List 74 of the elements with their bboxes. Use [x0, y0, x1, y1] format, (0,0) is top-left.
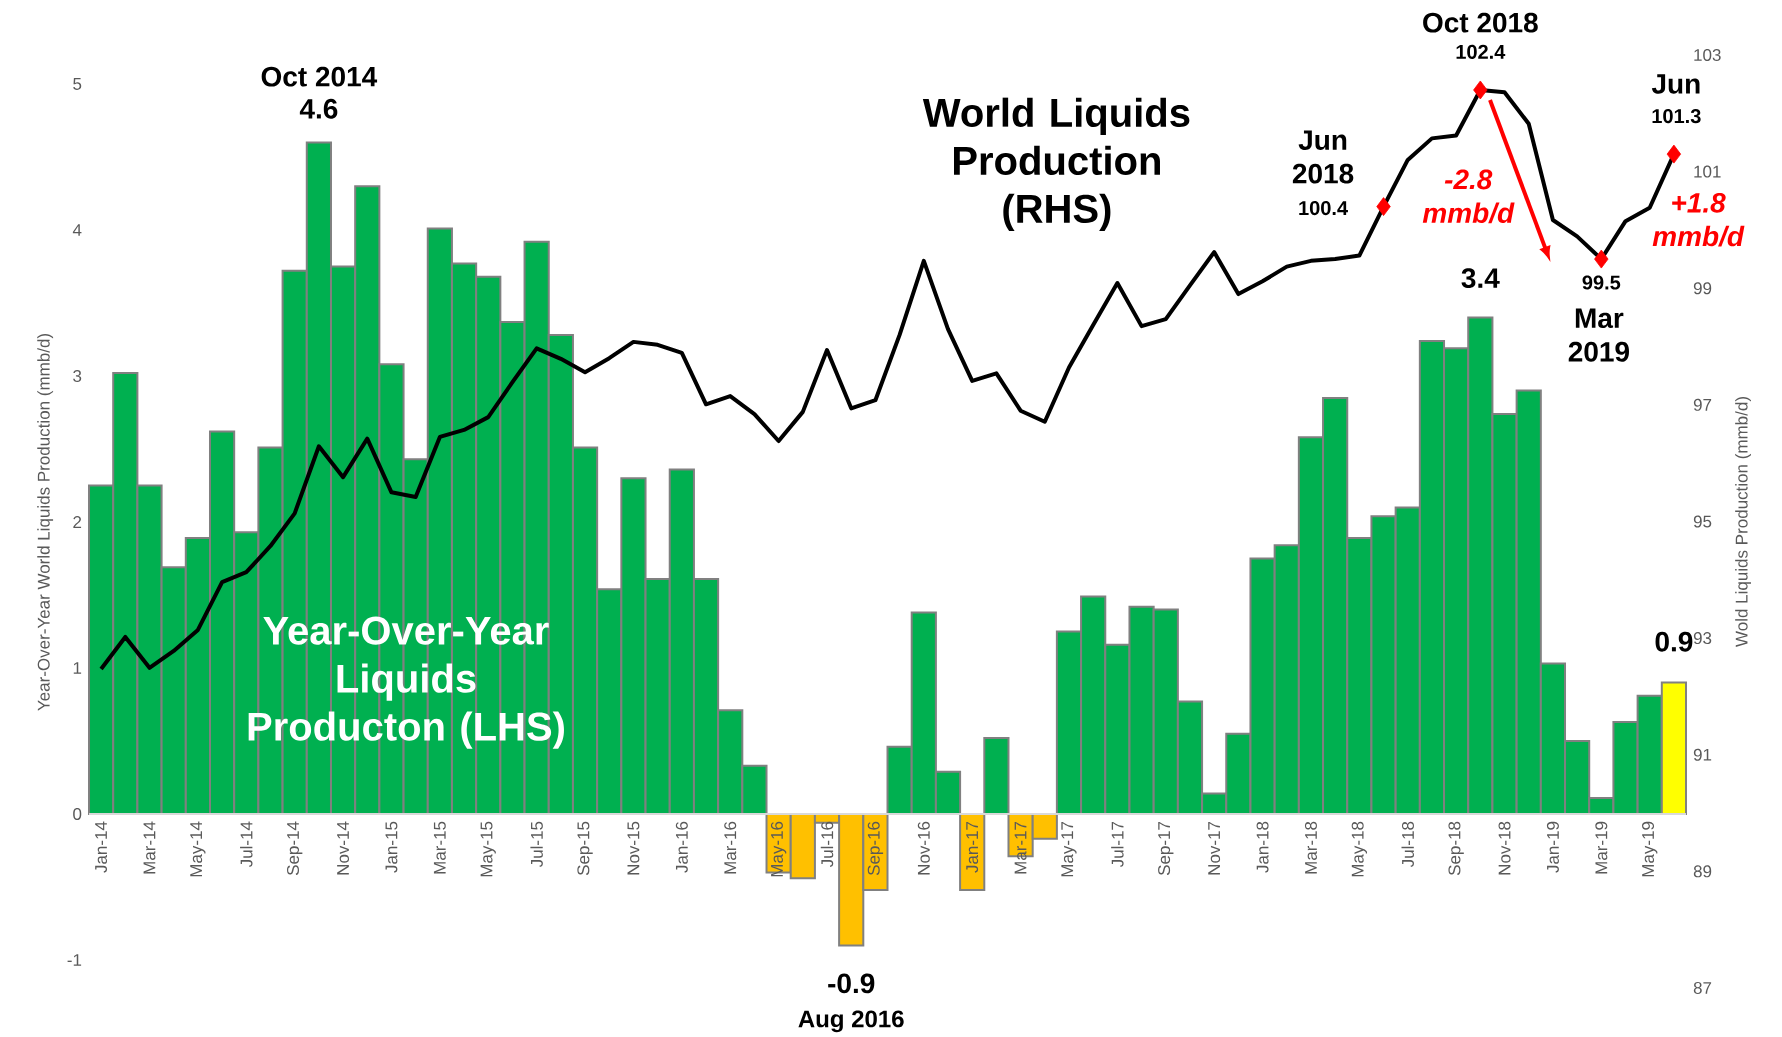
x-tick-label: Sep-14 [287, 821, 303, 876]
bar [983, 737, 1010, 815]
x-tick-label: Jan-15 [385, 821, 398, 873]
annotation: Mar 2019 [1568, 308, 1630, 362]
annotation: 0.9 [1655, 631, 1693, 652]
x-tick-label: May-19 [1642, 821, 1658, 877]
point [1376, 197, 1391, 216]
x-tick-label: Mar-14 [143, 821, 156, 874]
annotation: Jun [1651, 74, 1700, 94]
point [1594, 249, 1609, 269]
y2-tick-label: 103 [1694, 48, 1721, 61]
x-tick-label: Mar-16 [724, 821, 737, 874]
y-axis-title: Year-Over-Year World Liquids Production (mmb/d) [37, 333, 54, 711]
y2-tick-label: 87 [1693, 981, 1712, 994]
x-tick-label: Jul-14 [240, 821, 253, 868]
x-tick-label: Sep-17 [1158, 821, 1174, 876]
annotation: 99.5 [1582, 275, 1621, 290]
annotation: World Liquids Production (RHS) [922, 97, 1190, 231]
y-tick-label: -1 [67, 954, 82, 966]
y2-tick-label: 91 [1693, 748, 1712, 761]
y-tick-label: 4 [72, 224, 82, 236]
annotation: Jun 2018 [1292, 130, 1354, 184]
annotation: Year-Over-Year Liquids Producton (LHS) [248, 616, 564, 749]
x-tick-label: Nov-14 [337, 821, 349, 875]
annotation: 4.6 [299, 98, 338, 119]
x-tick-label: Jan-19 [1546, 821, 1559, 873]
x-tick-label: Jul-15 [530, 821, 543, 868]
point [1473, 80, 1488, 100]
y-tick-label: 3 [73, 369, 82, 382]
text: Aug 2016 [798, 1010, 904, 1033]
x-tick-label: Nov-18 [1498, 821, 1511, 875]
x-tick-label: Sep-18 [1448, 821, 1464, 876]
x-tick-label: Jan-16 [675, 821, 688, 873]
x-tick-label: May-16 [770, 821, 787, 877]
annotation: +1.8 mmb/d [1652, 192, 1745, 247]
text: -0.9 [828, 973, 875, 994]
x-tick-label: Sep-15 [577, 821, 593, 876]
x-tick-label: Jul-18 [1401, 821, 1414, 868]
x-tick-label: Nov-17 [1208, 821, 1221, 875]
y-tick-label: 1 [73, 662, 82, 674]
y-tick-label: 5 [73, 78, 82, 90]
text: 102.4 [1456, 44, 1506, 59]
point [1666, 144, 1682, 164]
y2-tick-label: 97 [1693, 398, 1712, 411]
annotation: Oct 2014 [261, 66, 378, 87]
x-tick-label: Jul-17 [1111, 821, 1124, 868]
x-tick-label: Jul-16 [820, 821, 834, 868]
x-tick-label: Mar-15 [433, 821, 446, 874]
annotation: -2.8 mmb/d [1422, 169, 1515, 224]
x-tick-label: Jan-17 [966, 821, 979, 873]
x-tick-label: Nov-15 [627, 821, 640, 875]
x-tick-label: Mar-17 [1014, 821, 1027, 874]
x-tick-label: Mar-18 [1304, 821, 1317, 874]
x-tick-label: May-17 [1061, 821, 1077, 877]
y2-tick-label: 95 [1693, 515, 1712, 528]
x-tick-label: Nov-16 [917, 821, 930, 875]
x-tick-label: Sep-16 [867, 821, 884, 876]
text: Oct 2018 [1423, 12, 1538, 33]
annotation: 3.4 [1461, 268, 1500, 289]
annotation: 101.3 [1652, 109, 1701, 124]
x-tick-label: May-18 [1351, 821, 1368, 877]
x-tick-label: May-15 [480, 821, 496, 877]
x-tick-label: Jan-14 [95, 821, 108, 873]
y-tick-label: 2 [73, 516, 82, 528]
y2-tick-label: 89 [1693, 865, 1712, 878]
y2-axis-title: Wold Liquids Production (mmb/d) [1735, 397, 1751, 647]
x-tick-label: Mar-19 [1595, 821, 1608, 874]
x-tick-label: May-14 [190, 821, 206, 877]
y2-tick-label: 99 [1693, 282, 1712, 295]
y2-tick-label: 101 [1694, 165, 1721, 178]
annotation: 100.4 [1299, 201, 1348, 216]
y-tick-label: 0 [73, 807, 82, 820]
y2-tick-label: 93 [1693, 632, 1712, 645]
x-tick-label: Jan-18 [1256, 821, 1269, 873]
